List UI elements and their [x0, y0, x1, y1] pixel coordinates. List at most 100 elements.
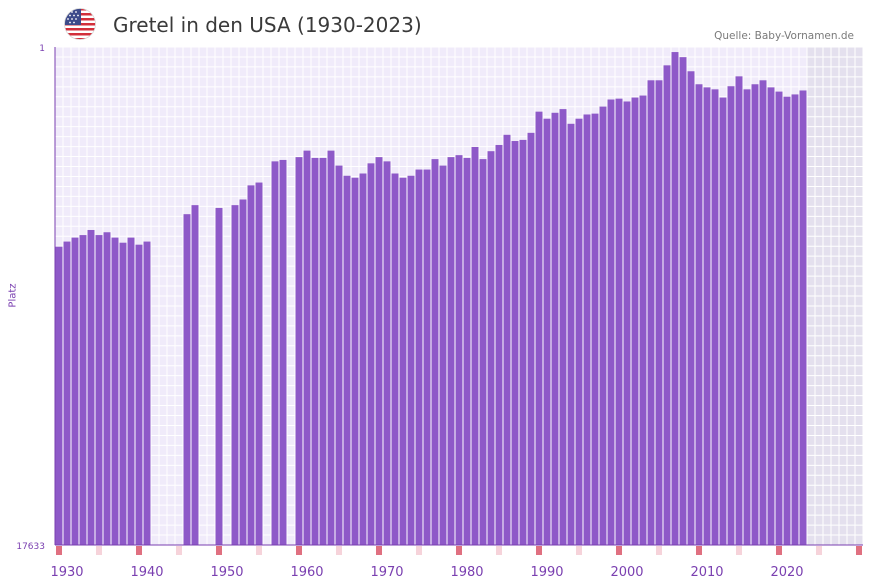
bar-1977 — [439, 165, 447, 545]
bar-1936 — [111, 237, 119, 545]
decade-marker — [56, 546, 62, 555]
x-tick-label: 1970 — [370, 565, 403, 580]
bar-1984 — [495, 144, 503, 545]
bar-1937 — [119, 242, 127, 546]
axes — [54, 47, 863, 546]
bar-1951 — [231, 205, 239, 545]
bar-2011 — [711, 89, 719, 546]
bar-1968 — [367, 163, 375, 545]
bar-1969 — [375, 157, 383, 545]
bar-2004 — [655, 80, 663, 545]
bar-1946 — [191, 205, 199, 545]
bar-1933 — [87, 229, 95, 545]
bar-1986 — [511, 141, 519, 546]
bar-1996 — [591, 113, 599, 545]
x-tick-label: 2020 — [770, 565, 803, 580]
decade-markers — [56, 546, 862, 555]
bar-1945 — [183, 214, 191, 546]
half-decade-marker — [256, 546, 262, 555]
bar-1993 — [567, 123, 575, 545]
bar-1978 — [447, 157, 455, 545]
tick-labels: 1930 1940 1950 1960 1970 1980 1990 2000 2010 2020… — [16, 44, 803, 580]
half-decade-marker — [336, 546, 342, 555]
bar-1981 — [471, 146, 479, 545]
bar-1989 — [535, 111, 543, 545]
bar-1956 — [271, 161, 279, 546]
bar-2000 — [623, 101, 631, 545]
bar-1992 — [559, 109, 567, 546]
bar-1932 — [79, 235, 87, 546]
bar-2021 — [791, 94, 799, 545]
half-decade-marker — [736, 546, 742, 555]
bar-1994 — [575, 118, 583, 545]
bar-1965 — [343, 175, 351, 545]
decade-marker — [456, 546, 462, 555]
x-tick-label: 1950 — [210, 565, 243, 580]
bar-2006 — [671, 52, 679, 545]
bar-1938 — [127, 237, 135, 545]
bar-2005 — [663, 65, 671, 546]
half-decade-marker — [656, 546, 662, 555]
decade-marker — [536, 546, 542, 555]
source-credit: Quelle: Baby-Vornamen.de — [714, 30, 854, 42]
bar-1995 — [583, 114, 591, 545]
bar-2001 — [631, 97, 639, 546]
bar-1967 — [359, 173, 367, 546]
bar-1970 — [383, 161, 391, 546]
bar-1959 — [295, 157, 303, 545]
x-tick-label: 1940 — [130, 565, 163, 580]
y-tick-label: 17633 — [16, 542, 45, 552]
bar-1980 — [463, 157, 471, 545]
bar-1960 — [303, 150, 311, 545]
bar-1953 — [247, 185, 255, 545]
bar-1952 — [239, 199, 247, 545]
bar-1957 — [279, 159, 287, 545]
us-flag-icon — [64, 8, 96, 40]
bar-2007 — [679, 57, 687, 545]
bar-2018 — [767, 87, 775, 545]
half-decade-marker — [496, 546, 502, 555]
bar-2008 — [687, 71, 695, 545]
bar-1998 — [607, 99, 615, 545]
bar-1983 — [487, 151, 495, 545]
bar-2002 — [639, 95, 647, 546]
bar-2019 — [775, 91, 783, 545]
x-tick-label: 1990 — [530, 565, 563, 580]
decade-marker — [616, 546, 622, 555]
decade-marker — [136, 546, 142, 555]
bar-1971 — [391, 173, 399, 546]
bar-1931 — [71, 237, 79, 545]
bar-1929 — [55, 246, 63, 546]
decade-marker — [856, 546, 862, 555]
x-tick-label: 1980 — [450, 565, 483, 580]
x-tick-label: 2010 — [690, 565, 723, 580]
decade-marker — [376, 546, 382, 555]
bar-1990 — [543, 118, 551, 545]
bar-1987 — [519, 139, 527, 546]
bar-2009 — [695, 84, 703, 545]
bar-2022 — [799, 90, 807, 545]
bar-2014 — [735, 76, 743, 546]
decade-marker — [776, 546, 782, 555]
bar-1961 — [311, 157, 319, 545]
bar-1979 — [455, 155, 463, 545]
bar-series — [55, 52, 807, 546]
x-tick-label: 1930 — [50, 565, 83, 580]
bar-1982 — [479, 159, 487, 546]
bar-1954 — [255, 182, 263, 545]
bar-1939 — [135, 244, 143, 545]
bar-1964 — [335, 165, 343, 545]
decade-marker — [296, 546, 302, 555]
decade-marker — [696, 546, 702, 555]
half-decade-marker — [416, 546, 422, 555]
bar-1934 — [95, 235, 103, 546]
bar-1962 — [319, 157, 327, 545]
chart-title: Gretel in den USA (1930-2023) — [113, 13, 422, 37]
bar-1930 — [63, 241, 71, 546]
bar-1972 — [399, 177, 407, 545]
bar-1976 — [431, 159, 439, 546]
bar-1997 — [599, 106, 607, 546]
decade-marker — [216, 546, 222, 555]
half-decade-marker — [816, 546, 822, 555]
